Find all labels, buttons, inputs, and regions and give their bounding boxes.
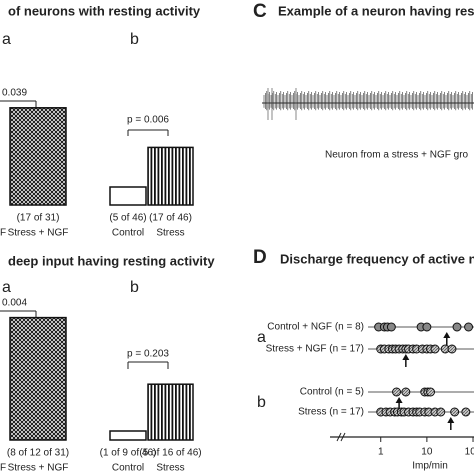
sub-label: b (130, 31, 139, 48)
bar (9, 107, 67, 206)
panel-letter: D (253, 247, 267, 268)
caption: Neuron from a stress + NGF gro (325, 150, 469, 161)
dot (430, 344, 440, 354)
group-letter: b (257, 394, 266, 411)
bar (109, 186, 147, 206)
dot (426, 387, 436, 397)
dot (392, 387, 402, 397)
count-label: (17 of 31) (17, 213, 60, 224)
arrow-head (395, 397, 403, 403)
row-label: Stress (n = 17) (298, 407, 364, 418)
rule (336, 432, 342, 442)
dot (464, 322, 474, 332)
panel-title: deep input having resting activity (8, 253, 215, 268)
group-label: F (0, 228, 6, 239)
count-label: (1 of 9 of 46) (100, 448, 157, 459)
dot (461, 407, 471, 417)
arrow-head (443, 332, 451, 338)
dot (422, 322, 432, 332)
count-label: (5 of 16 of 46) (139, 448, 201, 459)
x-axis-label: Imp/min (412, 461, 448, 472)
rule (340, 432, 346, 442)
row-label: Control + NGF (n = 8) (267, 322, 364, 333)
sub-label: a (2, 31, 11, 48)
dot (452, 322, 462, 332)
group-label: Stress (156, 463, 184, 474)
bar (109, 430, 147, 441)
group-label: F (0, 463, 6, 474)
x-tick-label: 10 (421, 447, 433, 458)
dot (447, 344, 457, 354)
count-label: (17 of 46) (149, 213, 192, 224)
panel-letter: C (253, 1, 267, 22)
bar (9, 316, 67, 441)
group-label: Control (112, 463, 144, 474)
panel-title: Discharge frequency of active n (280, 251, 474, 266)
group-label: Stress (156, 228, 184, 239)
dot (436, 407, 446, 417)
x-tick-label: 1 (378, 447, 384, 458)
arrow-head (447, 417, 455, 423)
p-value: 0.004 (2, 298, 27, 309)
dot (450, 407, 460, 417)
sub-label: b (130, 279, 139, 296)
bar (147, 146, 194, 206)
p-value: p = 0.006 (127, 115, 169, 126)
p-value: p = 0.203 (127, 349, 169, 360)
p-value: 0.039 (2, 88, 27, 99)
count-label: (5 of 46) (109, 213, 146, 224)
row-label: Stress + NGF (n = 17) (266, 344, 364, 355)
arrow-head (402, 354, 410, 360)
group-letter: a (257, 329, 266, 346)
dot (401, 387, 411, 397)
x-tick-label: 100 (465, 447, 474, 458)
row-label: Control (n = 5) (300, 387, 364, 398)
panel-title: of neurons with resting activity (8, 3, 201, 18)
sub-label: a (2, 279, 11, 296)
panel-title: Example of a neuron having resti (278, 3, 474, 18)
bar (147, 383, 194, 441)
count-label: (8 of 12 of 31) (7, 448, 69, 459)
group-label: Control (112, 228, 144, 239)
dot (386, 322, 396, 332)
group-label: Stress + NGF (8, 463, 69, 474)
group-label: Stress + NGF (8, 228, 69, 239)
